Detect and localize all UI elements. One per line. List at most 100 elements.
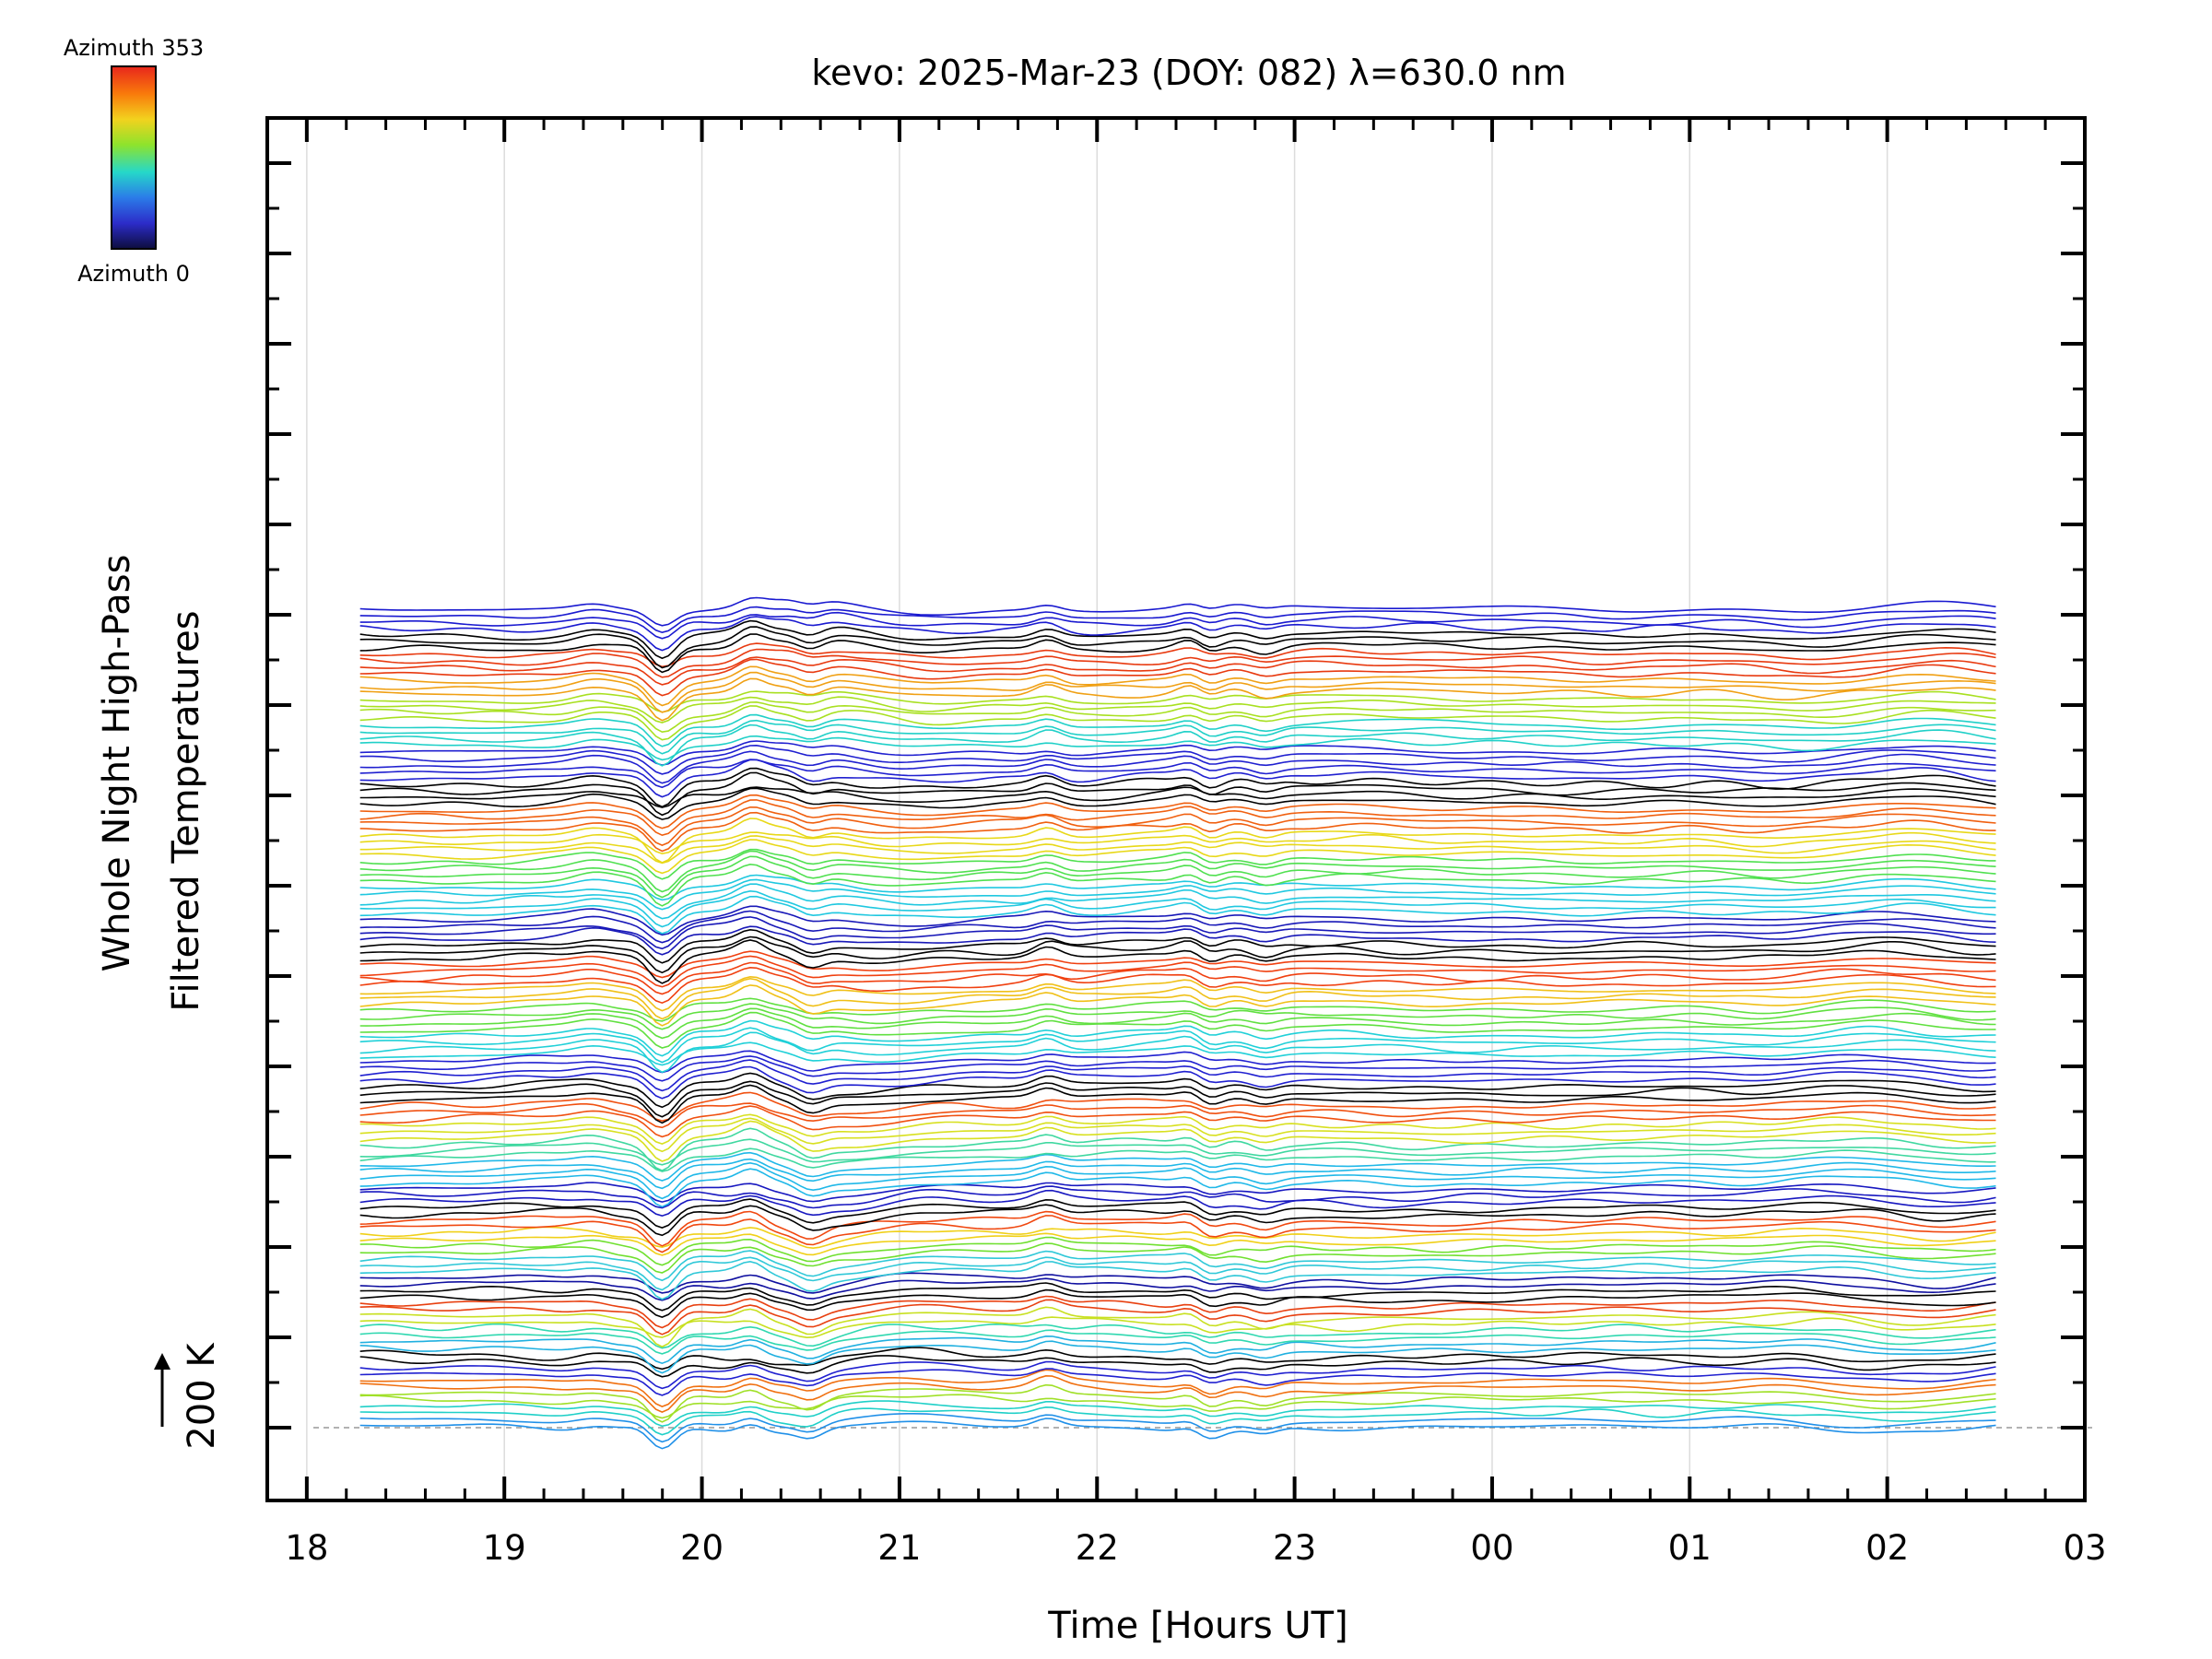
trace-line — [359, 1323, 1996, 1349]
trace-line — [359, 961, 1996, 995]
x-tick-label-02: 02 — [1865, 1528, 1909, 1568]
trace-line — [359, 771, 1996, 817]
trace-line — [359, 1368, 1996, 1396]
trace-line — [359, 835, 1996, 865]
trace-line — [359, 799, 1996, 837]
trace-line — [359, 1340, 1996, 1374]
trace-line — [359, 700, 1996, 734]
trace-line — [359, 735, 1996, 761]
x-tick-label-22: 22 — [1076, 1528, 1119, 1568]
trace-line — [359, 1120, 1996, 1162]
trace-line — [359, 611, 1996, 640]
x-tick-label-20: 20 — [680, 1528, 724, 1568]
trace-line — [359, 1400, 1996, 1428]
x-tick-label-21: 21 — [877, 1528, 921, 1568]
trace-line — [359, 1117, 1996, 1153]
trace-line — [359, 910, 1996, 944]
trace-line — [359, 1299, 1996, 1335]
y-axis-label-line2: Filtered Temperatures — [165, 610, 207, 1011]
trace-line — [359, 1127, 1996, 1171]
temperature-traces — [359, 596, 1996, 1450]
trace-line — [359, 740, 1996, 766]
scale-bar-arrow-icon — [154, 1353, 171, 1370]
trace-line — [359, 839, 1996, 875]
x-tick-label-18: 18 — [285, 1528, 328, 1568]
trace-line — [359, 1413, 1996, 1443]
trace-line — [359, 690, 1996, 713]
trace-line — [359, 665, 1996, 707]
trace-line — [359, 719, 1996, 755]
trace-line — [359, 1113, 1996, 1145]
trace-line — [359, 955, 1996, 988]
trace-line — [359, 1394, 1996, 1419]
trace-line — [359, 874, 1996, 901]
trace-line — [359, 1161, 1996, 1200]
trace-line — [359, 759, 1996, 798]
trace-line — [359, 705, 1996, 741]
x-axis-label: Time [Hours UT] — [1047, 1605, 1347, 1647]
trace-line — [359, 1277, 1996, 1301]
trace-line — [359, 1272, 1996, 1294]
trace-line — [359, 1210, 1996, 1247]
trace-line — [359, 648, 1996, 678]
trace-line — [359, 1055, 1996, 1082]
trace-line — [359, 656, 1996, 686]
x-tick-labels: 18 19 20 21 22 23 00 01 02 03 — [285, 1528, 2106, 1568]
trace-line — [359, 1102, 1996, 1129]
trace-line — [359, 895, 1996, 935]
trace-line — [359, 1288, 1996, 1318]
trace-line — [359, 848, 1996, 880]
trace-line — [359, 939, 1996, 984]
trace-line — [359, 1369, 1996, 1407]
trace-line — [359, 1360, 1996, 1390]
trace-line — [359, 713, 1996, 747]
trace-line — [359, 759, 1996, 789]
trace-line — [359, 1374, 1996, 1413]
trace-line — [359, 1003, 1996, 1030]
trace-line — [359, 1168, 1996, 1208]
trace-line — [359, 616, 1996, 652]
trace-line — [359, 1072, 1996, 1109]
trace-line — [359, 1329, 1996, 1355]
trace-line — [359, 831, 1996, 855]
trace-line — [359, 1215, 1996, 1253]
trace-line — [359, 850, 1996, 893]
trace-line — [359, 984, 1996, 1027]
trace-line — [359, 1147, 1996, 1172]
trace-line — [359, 658, 1996, 697]
x-tick-label-00: 00 — [1470, 1528, 1513, 1568]
trace-line — [359, 1138, 1996, 1166]
trace-line — [359, 619, 1996, 660]
trace-line — [359, 1204, 1996, 1237]
trace-line — [359, 975, 1996, 1012]
trace-line — [359, 1256, 1996, 1291]
trace-line — [359, 1105, 1996, 1138]
trace-line — [359, 889, 1996, 928]
trace-line — [359, 626, 1996, 669]
trace-line — [359, 1084, 1996, 1124]
trace-line — [359, 1182, 1996, 1203]
trace-line — [359, 1185, 1996, 1209]
scale-bar-label: 200 K — [181, 1342, 223, 1450]
trace-line — [359, 878, 1996, 911]
trace-line — [359, 1158, 1996, 1190]
trace-line — [359, 1282, 1996, 1312]
trace-line — [359, 811, 1996, 853]
trace-line — [359, 1406, 1996, 1436]
trace-line — [359, 935, 1996, 974]
trace-line — [359, 606, 1996, 634]
trace-line — [359, 1189, 1996, 1218]
trace-line — [359, 642, 1996, 668]
trace-line — [359, 966, 1996, 1005]
trace-line — [359, 997, 1996, 1022]
trace-line — [359, 1232, 1996, 1256]
colorbar-gradient — [111, 65, 157, 250]
trace-line — [359, 1007, 1996, 1040]
x-tick-label-03: 03 — [2063, 1528, 2106, 1568]
trace-line — [359, 1260, 1996, 1300]
axis-ticks — [267, 118, 2087, 1500]
trace-line — [359, 767, 1996, 808]
trace-line — [359, 928, 1996, 964]
trace-line — [359, 863, 1996, 907]
